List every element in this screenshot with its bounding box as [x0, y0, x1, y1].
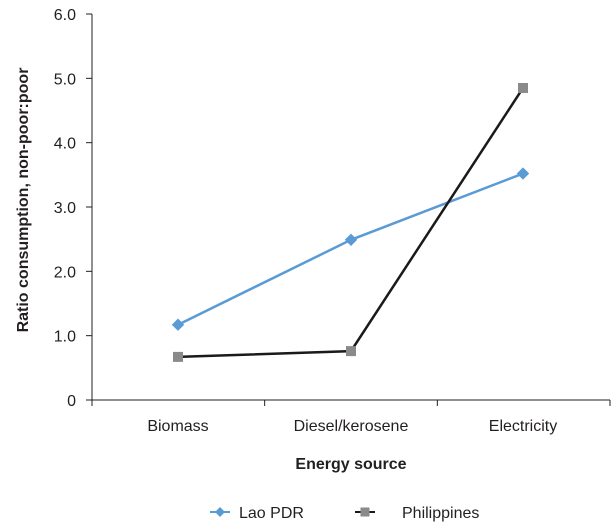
series-philippines: [173, 82, 528, 362]
data-point: [346, 346, 356, 357]
series-layer: [171, 82, 530, 362]
legend-label: Lao PDR: [239, 505, 304, 522]
data-point: [171, 318, 185, 331]
series-line: [177, 172, 524, 326]
x-tick-label: Electricity: [489, 418, 557, 435]
y-tick-label: 1.0: [54, 329, 76, 346]
data-point: [173, 351, 183, 362]
series-line: [177, 87, 525, 359]
data-point: [518, 82, 528, 93]
legend-marker: [360, 507, 370, 517]
y-ticks: 0 1.0 2.0 3.0 4.0 5.0 6.0: [54, 7, 92, 410]
y-tick-label: 2.0: [54, 264, 76, 281]
x-tick-label: Biomass: [147, 418, 208, 435]
y-tick-label: 5.0: [54, 71, 76, 88]
y-tick-label: 3.0: [54, 200, 76, 217]
legend-item: Lao PDR: [210, 505, 304, 522]
legend-item: Philippines: [355, 505, 479, 522]
x-axis-title: Energy source: [295, 456, 406, 473]
y-tick-label: 0: [67, 393, 76, 410]
legend: Lao PDR Philippines: [210, 505, 479, 522]
y-tick-label: 6.0: [54, 7, 76, 24]
y-axis-title: Ratio consumption, non-poor:poor: [15, 68, 32, 333]
axes: [91, 14, 610, 401]
series-lao-pdr: [171, 167, 530, 331]
legend-marker: [215, 507, 225, 517]
data-point: [516, 167, 530, 180]
x-tick-label: Diesel/kerosene: [294, 418, 409, 435]
y-tick-label: 4.0: [54, 136, 76, 153]
legend-label: Philippines: [402, 505, 479, 522]
x-ticks: Biomass Diesel/kerosene Electricity: [91, 400, 611, 435]
data-point: [344, 233, 358, 247]
